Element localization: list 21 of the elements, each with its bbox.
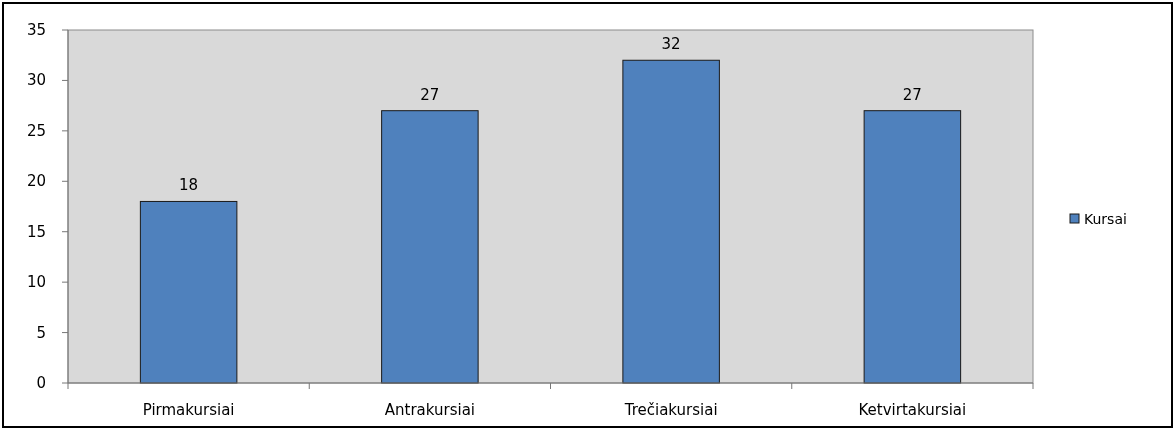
data-label: 32 bbox=[661, 35, 681, 54]
legend-label: Kursai bbox=[1084, 211, 1127, 227]
y-tick-label: 15 bbox=[26, 222, 46, 241]
y-tick-label: 20 bbox=[26, 172, 46, 191]
bar bbox=[622, 59, 720, 384]
x-tick-label: Antrakursiai bbox=[384, 401, 475, 419]
data-label: 27 bbox=[420, 85, 440, 104]
y-tick-label: 0 bbox=[36, 374, 46, 392]
y-tick-label: 25 bbox=[26, 121, 46, 140]
y-tick-label: 30 bbox=[26, 71, 46, 90]
x-tick-label: Pirmakursiai bbox=[142, 401, 235, 419]
y-tick-label: 5 bbox=[36, 323, 46, 342]
x-tick-label: Trečiakursiai bbox=[623, 401, 718, 419]
y-tick-label: 35 bbox=[26, 21, 46, 39]
data-label: 18 bbox=[179, 176, 199, 195]
bar bbox=[139, 200, 238, 384]
bar bbox=[381, 110, 479, 384]
x-tick-label: Ketvirtakursiai bbox=[858, 401, 967, 419]
data-label: 27 bbox=[902, 85, 922, 104]
y-tick-label: 10 bbox=[26, 273, 46, 292]
bar bbox=[863, 110, 962, 384]
